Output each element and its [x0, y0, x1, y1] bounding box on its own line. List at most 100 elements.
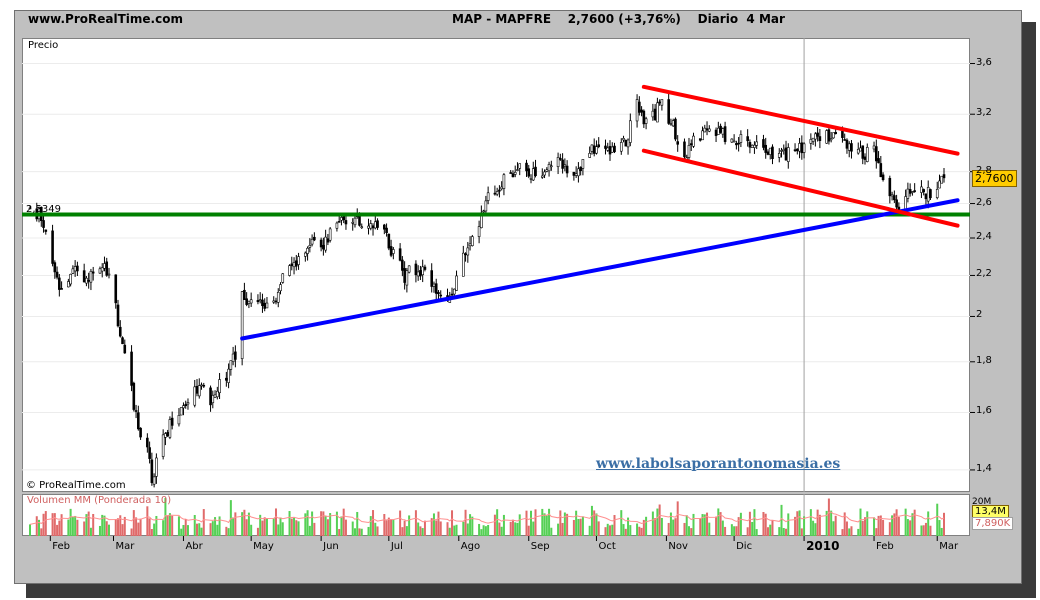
candle-body — [462, 252, 465, 277]
volume-bar — [785, 528, 788, 536]
volume-bar — [234, 512, 237, 536]
candle-body — [689, 143, 693, 146]
candle-body — [653, 108, 657, 121]
candle-body — [629, 120, 632, 143]
volume-bar — [322, 511, 325, 536]
uptrend-line — [240, 198, 960, 341]
volume-bar — [89, 527, 92, 536]
volume-bar — [367, 526, 370, 536]
volume-bar — [250, 524, 253, 536]
candle-body — [714, 129, 718, 136]
volume-bar — [530, 510, 533, 536]
volume-bar — [98, 525, 101, 536]
volume-bar — [940, 527, 943, 536]
volume-bar — [654, 518, 657, 536]
candle-body — [572, 171, 576, 176]
candle-body — [656, 102, 659, 123]
volume-bar — [674, 518, 677, 536]
candle-body — [703, 127, 707, 133]
candle-body — [60, 288, 63, 290]
x-tick-label: Oct — [598, 541, 616, 552]
volume-bar — [577, 518, 580, 536]
candle-body — [322, 244, 325, 250]
volume-bar — [211, 521, 214, 536]
candle-body — [243, 289, 246, 301]
candle-body — [304, 252, 307, 257]
candle-body — [247, 300, 251, 304]
volume-bar — [171, 515, 174, 536]
volume-bar — [214, 517, 217, 536]
candle-body — [55, 271, 59, 278]
volume-bar — [534, 509, 537, 536]
price-panel-label: Precio — [28, 40, 59, 51]
candle-body — [814, 133, 817, 140]
volume-moving-average — [29, 511, 945, 525]
candle-body — [493, 192, 497, 195]
candle-body — [746, 136, 749, 142]
volume-bar — [274, 508, 277, 536]
candle-body — [766, 151, 770, 155]
volume-bar — [500, 526, 503, 536]
candle-body — [687, 145, 691, 158]
candle-body — [256, 300, 260, 303]
volume-bar — [421, 528, 424, 536]
candle-body — [816, 132, 819, 137]
volume-bar — [484, 526, 487, 536]
volume-bar — [335, 511, 338, 536]
candle-body — [750, 144, 754, 148]
volume-bar — [597, 521, 600, 536]
volume-bar — [200, 527, 203, 536]
volume-bar — [891, 515, 894, 536]
volume-bar — [132, 510, 135, 536]
volume-bar — [399, 510, 402, 536]
volume-bar — [471, 516, 474, 536]
candle-body — [764, 144, 768, 153]
candle-body — [622, 138, 625, 141]
volume-bar — [588, 525, 591, 536]
volume-bar — [150, 529, 153, 536]
volume-bar — [372, 510, 375, 536]
volume-bar — [525, 510, 528, 536]
candle-body — [809, 139, 813, 144]
candle-body — [272, 300, 276, 303]
volume-bar — [518, 514, 521, 536]
volume-bar — [29, 524, 31, 536]
candle-body — [525, 162, 528, 172]
volume-bar — [390, 519, 393, 536]
x-tick-label: May — [253, 541, 274, 552]
volume-bar — [690, 528, 693, 536]
volume-bar — [56, 524, 59, 536]
candle-body — [509, 172, 512, 174]
watermark-link[interactable]: www.labolsaporantonomasia.es — [596, 456, 841, 472]
candle-body — [608, 146, 612, 155]
volume-bar — [218, 516, 221, 536]
candle-body — [559, 157, 562, 160]
candle-body — [340, 217, 343, 221]
candle-body — [200, 384, 203, 387]
candle-body — [786, 147, 790, 162]
volume-bar — [279, 517, 282, 536]
volume-bar — [920, 525, 923, 536]
candle-body — [895, 199, 898, 208]
candle-body — [500, 186, 503, 190]
volume-bar — [83, 521, 86, 536]
candle-body — [877, 158, 880, 164]
volume-bar — [392, 519, 395, 536]
candle-body — [240, 291, 244, 359]
candle-body — [613, 145, 616, 153]
candle-body — [908, 189, 912, 194]
volume-bar — [320, 511, 323, 536]
volume-bar — [861, 520, 864, 536]
volume-bar — [651, 511, 654, 536]
candle-body — [874, 146, 878, 162]
candle-body — [784, 147, 788, 161]
y-tick-label: 2,8 — [976, 164, 992, 176]
candle-body — [471, 236, 474, 247]
candle-body — [351, 221, 355, 224]
volume-bar — [417, 522, 420, 536]
volume-bar — [42, 513, 45, 536]
volume-bar — [566, 513, 569, 536]
volume-bar — [60, 514, 63, 536]
candle-body — [295, 260, 298, 267]
